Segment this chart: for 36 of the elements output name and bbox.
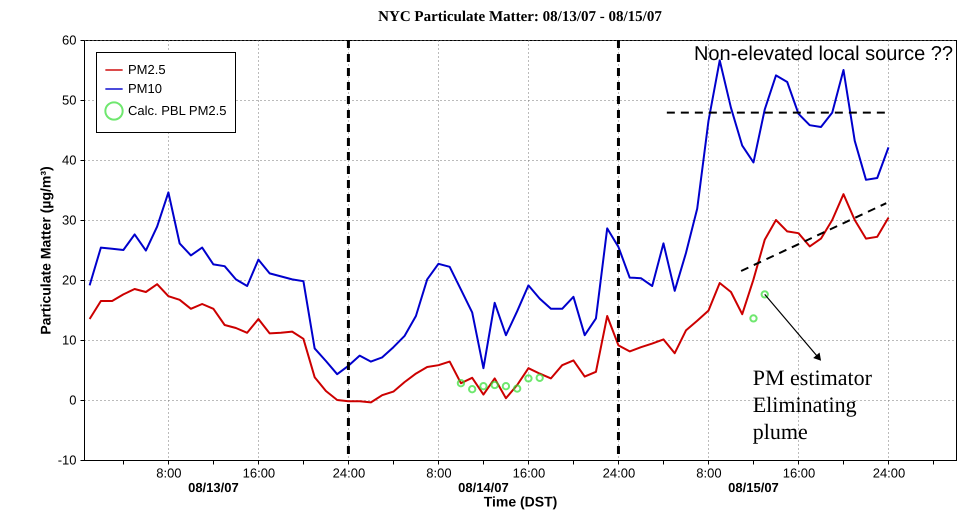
x-tick-label: 8:00 xyxy=(426,466,452,480)
x-tick-label: 16:00 xyxy=(512,466,546,480)
chart-title: NYC Particulate Matter: 08/13/07 - 08/15/07 xyxy=(378,9,662,25)
text: 08/14/07 xyxy=(458,480,509,495)
x-tick-label: 8:00 xyxy=(156,466,182,480)
annotation: Non-elevated local source ?? xyxy=(694,43,953,65)
x-axis-title: Time (DST) xyxy=(484,494,558,510)
x-tick-label: 16:00 xyxy=(782,466,816,480)
x-tick-label: 8:00 xyxy=(696,466,722,480)
y-tick-label: 60 xyxy=(62,32,76,48)
y-tick-label: 0 xyxy=(69,392,76,408)
point xyxy=(490,380,499,390)
point xyxy=(513,384,522,393)
point xyxy=(479,382,488,390)
x-tick-label: 24:00 xyxy=(602,466,636,480)
point xyxy=(456,379,466,388)
y-axis-title: Particulate Matter (µg/m³) xyxy=(38,166,54,335)
annotation: PM estimator Eliminating plume xyxy=(752,365,873,444)
y-tick-label: -10 xyxy=(58,452,76,468)
point xyxy=(468,385,476,394)
y-tick-label: 10 xyxy=(62,332,76,348)
legend-label: PM10 xyxy=(128,81,162,96)
legend-label: Calc. PBL PM2.5 xyxy=(128,103,227,118)
x-tick-label: 24:00 xyxy=(332,466,366,480)
y-tick-label: 40 xyxy=(62,152,76,168)
text: 08/13/07 xyxy=(188,480,239,495)
point xyxy=(524,374,533,383)
y-tick-label: 50 xyxy=(62,92,76,108)
legend-label: PM2.5 xyxy=(128,62,166,77)
point xyxy=(502,382,510,390)
text: 08/15/07 xyxy=(728,480,779,495)
y-tick-label: 20 xyxy=(62,272,76,288)
y-tick-label: 30 xyxy=(62,212,76,228)
x-tick-label: 24:00 xyxy=(872,466,906,480)
x-tick-label: 16:00 xyxy=(242,466,276,480)
point xyxy=(536,374,544,382)
